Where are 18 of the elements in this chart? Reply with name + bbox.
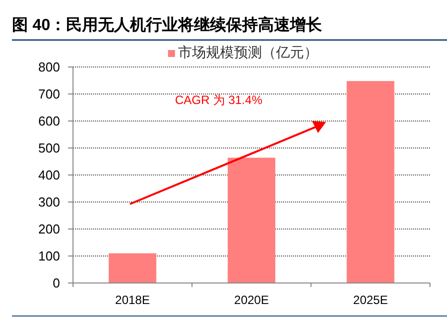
y-tick-label: 500	[38, 140, 60, 156]
x-tick-label: 2025E	[353, 293, 388, 307]
legend-label: 市场规模预测（亿元）	[178, 45, 318, 61]
chart-title: 图 40：民用无人机行业将继续保持高速增长	[12, 15, 324, 34]
x-tick-label: 2020E	[234, 293, 269, 307]
bar	[228, 158, 276, 283]
y-tick-label: 0	[52, 276, 60, 291]
annotation: CAGR 为 31.4%	[175, 93, 263, 107]
y-tick-label: 100	[38, 248, 60, 264]
y-tick-label: 400	[38, 168, 60, 183]
bar	[346, 81, 394, 283]
y-tick-label: 700	[38, 86, 60, 102]
y-tick-label: 200	[38, 222, 60, 237]
y-tick-label: 800	[38, 60, 60, 75]
x-tick-label: 2018E	[115, 293, 150, 307]
bar	[108, 253, 156, 283]
y-tick-label: 300	[38, 194, 60, 210]
y-tick-label: 600	[38, 114, 60, 129]
